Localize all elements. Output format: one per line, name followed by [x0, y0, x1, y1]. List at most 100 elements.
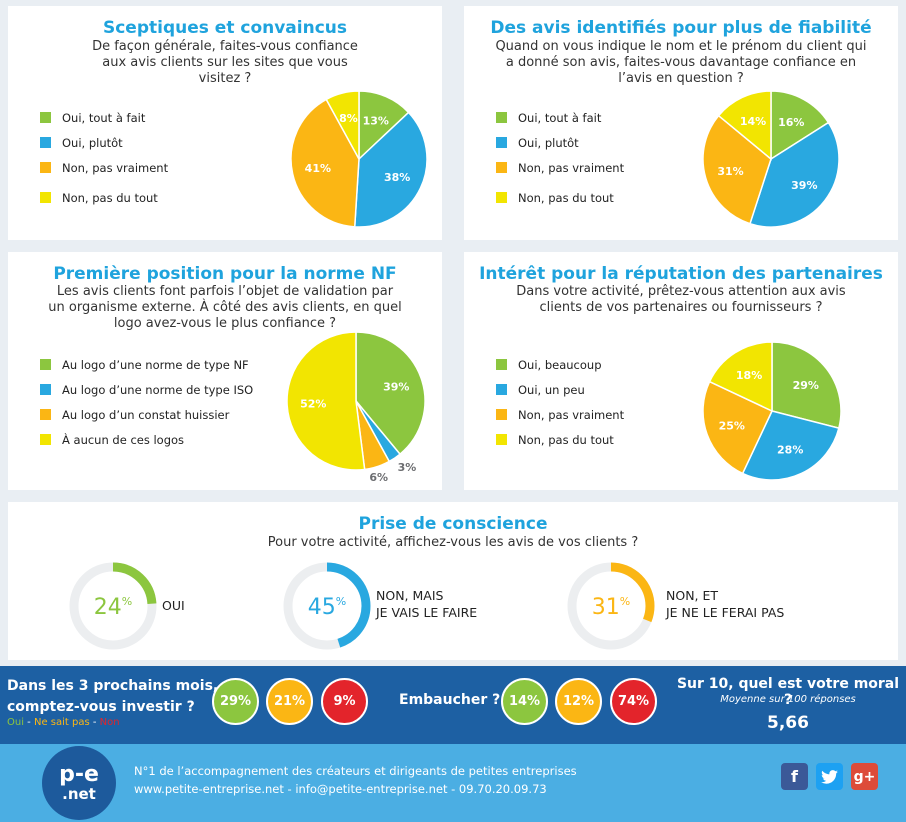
- pie-chart: 16% 39% 31% 14%: [702, 90, 840, 228]
- footer-contact[interactable]: www.petite-entreprise.net - info@petite-…: [134, 782, 547, 796]
- legend-non: Non: [99, 717, 120, 728]
- google-plus-icon[interactable]: g+: [851, 763, 878, 790]
- ring-progress: [283, 562, 371, 650]
- pie-slice: [325, 90, 360, 160]
- pie-slice: [286, 331, 366, 471]
- legend-item: Au logo d’un constat huissier: [40, 402, 253, 427]
- ring-label: NON, MAIS JE VAIS LE FAIRE: [376, 587, 477, 621]
- legend-label: Oui, tout à fait: [62, 110, 146, 125]
- chart-legend: Oui, tout à fait Oui, plutôt Non, pas vr…: [40, 105, 168, 210]
- legend-separator: -: [24, 717, 34, 728]
- ring-label-line: JE VAIS LE FAIRE: [376, 605, 478, 620]
- pie-slice: [741, 410, 840, 481]
- legend-swatch: [496, 434, 507, 445]
- legend-item: Non, pas du tout: [496, 427, 624, 452]
- pie-chart: 13% 38% 41% 8%: [290, 90, 428, 228]
- legend-label: Non, pas du tout: [518, 190, 614, 205]
- legend-label: Oui, beaucoup: [518, 357, 602, 372]
- ring-value: 31%: [592, 595, 630, 620]
- panel-question: De façon générale, faites-vous confiance…: [92, 39, 358, 86]
- panel-title: Première position pour la norme NF: [53, 264, 397, 284]
- ring-value: 45%: [308, 595, 346, 620]
- panel-title: Sceptiques et convaincus: [102, 18, 348, 38]
- facebook-icon[interactable]: f: [781, 763, 808, 790]
- legend-item: Oui, plutôt: [40, 130, 168, 155]
- ring-unit: %: [336, 595, 346, 608]
- legend-label: Oui, tout à fait: [518, 110, 602, 125]
- legend-swatch: [40, 359, 51, 370]
- pie-slice: [355, 331, 426, 456]
- hire-nsp-circle: 12%: [555, 678, 602, 725]
- pie-chart: 39% 3% 6% 52%: [286, 331, 426, 484]
- legend-swatch: [496, 384, 507, 395]
- logo-bottom-text: .net: [62, 785, 96, 803]
- ring-label: NON, ET JE NE LE FERAI PAS: [666, 587, 784, 621]
- panel-norme-nf: Première position pour la norme NF Les a…: [8, 252, 442, 490]
- ring-label-line: NON, MAIS: [376, 588, 444, 603]
- legend-label: Non, pas vraiment: [518, 160, 625, 175]
- pie-slice: [702, 114, 772, 225]
- ring-label-line: NON, ET: [666, 588, 719, 603]
- legend-item: Oui, beaucoup: [496, 352, 624, 377]
- chart-legend: Oui, tout à fait Oui, plutôt Non, pas vr…: [496, 105, 624, 210]
- twitter-icon[interactable]: [816, 763, 843, 790]
- legend-item: Non, pas du tout: [40, 185, 168, 210]
- legend-swatch: [40, 162, 51, 173]
- legend-item: Au logo d’une norme de type NF: [40, 352, 253, 377]
- chart-legend: Oui, beaucoup Oui, un peu Non, pas vraim…: [496, 352, 624, 452]
- legend-label: Non, pas du tout: [62, 190, 158, 205]
- pie-slice-label: 39%: [383, 381, 409, 394]
- pie-slice-label: 41%: [305, 162, 331, 175]
- pie-slice: [353, 111, 428, 228]
- legend-swatch: [496, 137, 507, 148]
- legend-item: Au logo d’une norme de type ISO: [40, 377, 253, 402]
- panel-prise-de-conscience: Prise de conscience Pour votre activité,…: [8, 502, 898, 660]
- pie-slice: [358, 90, 410, 161]
- legend-swatch: [496, 162, 507, 173]
- invest-nsp-circle: 21%: [266, 678, 313, 725]
- legend-item: À aucun de ces logos: [40, 427, 253, 452]
- legend-swatch: [40, 192, 51, 203]
- legend-item: Non, pas du tout: [496, 185, 624, 210]
- progress-ring: 45%: [283, 562, 371, 650]
- panel-reputation-partenaires: Intérêt pour la réputation des partenair…: [464, 252, 898, 490]
- legend-item: Non, pas vraiment: [40, 155, 168, 180]
- legend-oui: Oui: [7, 717, 24, 728]
- legend-label: Non, pas du tout: [518, 432, 614, 447]
- pie-slice-label: 38%: [384, 171, 410, 184]
- ring-label: OUI: [162, 597, 185, 614]
- pie-slice: [770, 90, 830, 161]
- progress-ring: 31%: [567, 562, 655, 650]
- pie-slice: [749, 121, 840, 228]
- pie-slice-label: 3%: [398, 461, 417, 474]
- pie-slice-label: 29%: [793, 379, 819, 392]
- pie-chart: 29% 28% 25% 18%: [702, 341, 842, 481]
- pie-slice: [702, 380, 773, 475]
- legend-label: Oui, plutôt: [518, 135, 579, 150]
- pie-slice-label: 8%: [339, 112, 358, 125]
- pie-slice-label: 52%: [300, 398, 326, 411]
- chart-legend: Au logo d’une norme de type NF Au logo d…: [40, 352, 253, 452]
- invest-oui-circle: 29%: [212, 678, 259, 725]
- ring-unit: %: [620, 595, 630, 608]
- legend-swatch: [40, 112, 51, 123]
- invest-non-circle: 9%: [321, 678, 368, 725]
- brand-logo[interactable]: p-e .net: [42, 746, 116, 820]
- legend-swatch: [40, 409, 51, 420]
- moral-question: Sur 10, quel est votre moral ?: [676, 676, 900, 708]
- panel-avis-identifies: Des avis identifiés pour plus de fiabili…: [464, 6, 898, 240]
- ring-unit: %: [122, 595, 132, 608]
- panel-title: Des avis identifiés pour plus de fiabili…: [490, 18, 872, 38]
- panel-question: Les avis clients font parfois l’objet de…: [48, 284, 402, 331]
- legend-swatch: [496, 112, 507, 123]
- legend-label: Non, pas vraiment: [62, 160, 169, 175]
- hire-oui-circle: 14%: [501, 678, 548, 725]
- legend-ne-sait-pas: Ne sait pas: [33, 717, 90, 728]
- pie-slice-label: 28%: [777, 444, 803, 457]
- pie-slice: [708, 341, 773, 413]
- panel-question: Quand on vous indique le nom et le préno…: [495, 39, 867, 86]
- panel-question: Pour votre activité, affichez-vous les a…: [267, 535, 639, 550]
- invest-legend: Oui - Ne sait pas - Non: [7, 717, 120, 728]
- pie-slice-label: 6%: [369, 471, 388, 484]
- hire-non-circle: 74%: [610, 678, 657, 725]
